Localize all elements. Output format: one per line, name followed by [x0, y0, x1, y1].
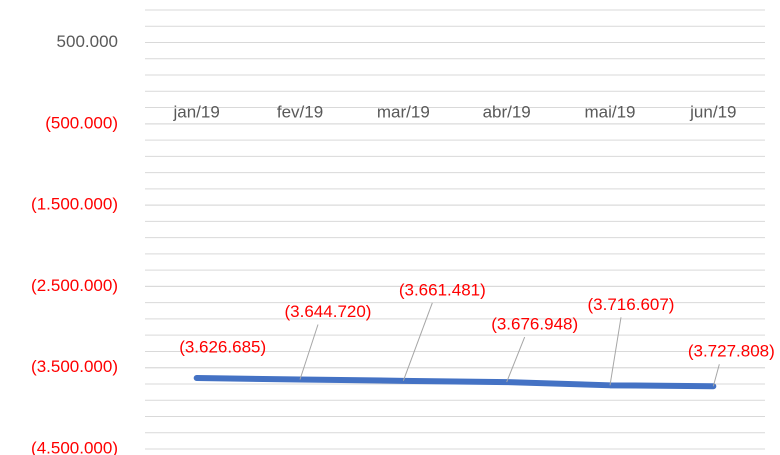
x-tick-label: mai/19 — [584, 102, 635, 121]
data-label: (3.727.808) — [688, 342, 775, 361]
leader-line — [609, 317, 622, 386]
y-tick-label: (1.500.000) — [31, 195, 118, 214]
y-tick-label: (500.000) — [45, 113, 118, 132]
leader-line — [712, 364, 720, 387]
x-tick-label: fev/19 — [277, 102, 323, 121]
x-tick-label: jun/19 — [689, 102, 736, 121]
x-tick-label: mar/19 — [377, 102, 430, 121]
y-tick-label: (3.500.000) — [31, 357, 118, 376]
x-tick-label: abr/19 — [483, 102, 531, 121]
leader-line — [506, 336, 526, 383]
data-label: (3.661.481) — [399, 280, 486, 299]
y-tick-label: 500.000 — [57, 32, 118, 51]
data-label: (3.644.720) — [285, 302, 372, 321]
data-label: (3.676.948) — [491, 315, 578, 334]
y-tick-label: (2.500.000) — [31, 276, 118, 295]
x-tick-label: jan/19 — [173, 102, 220, 121]
data-label: (3.626.685) — [179, 337, 266, 356]
y-tick-label: (4.500.000) — [31, 438, 118, 455]
leader-line — [299, 324, 319, 380]
data-label: (3.716.607) — [588, 295, 675, 314]
leader-line — [402, 302, 433, 382]
line — [193, 375, 717, 390]
